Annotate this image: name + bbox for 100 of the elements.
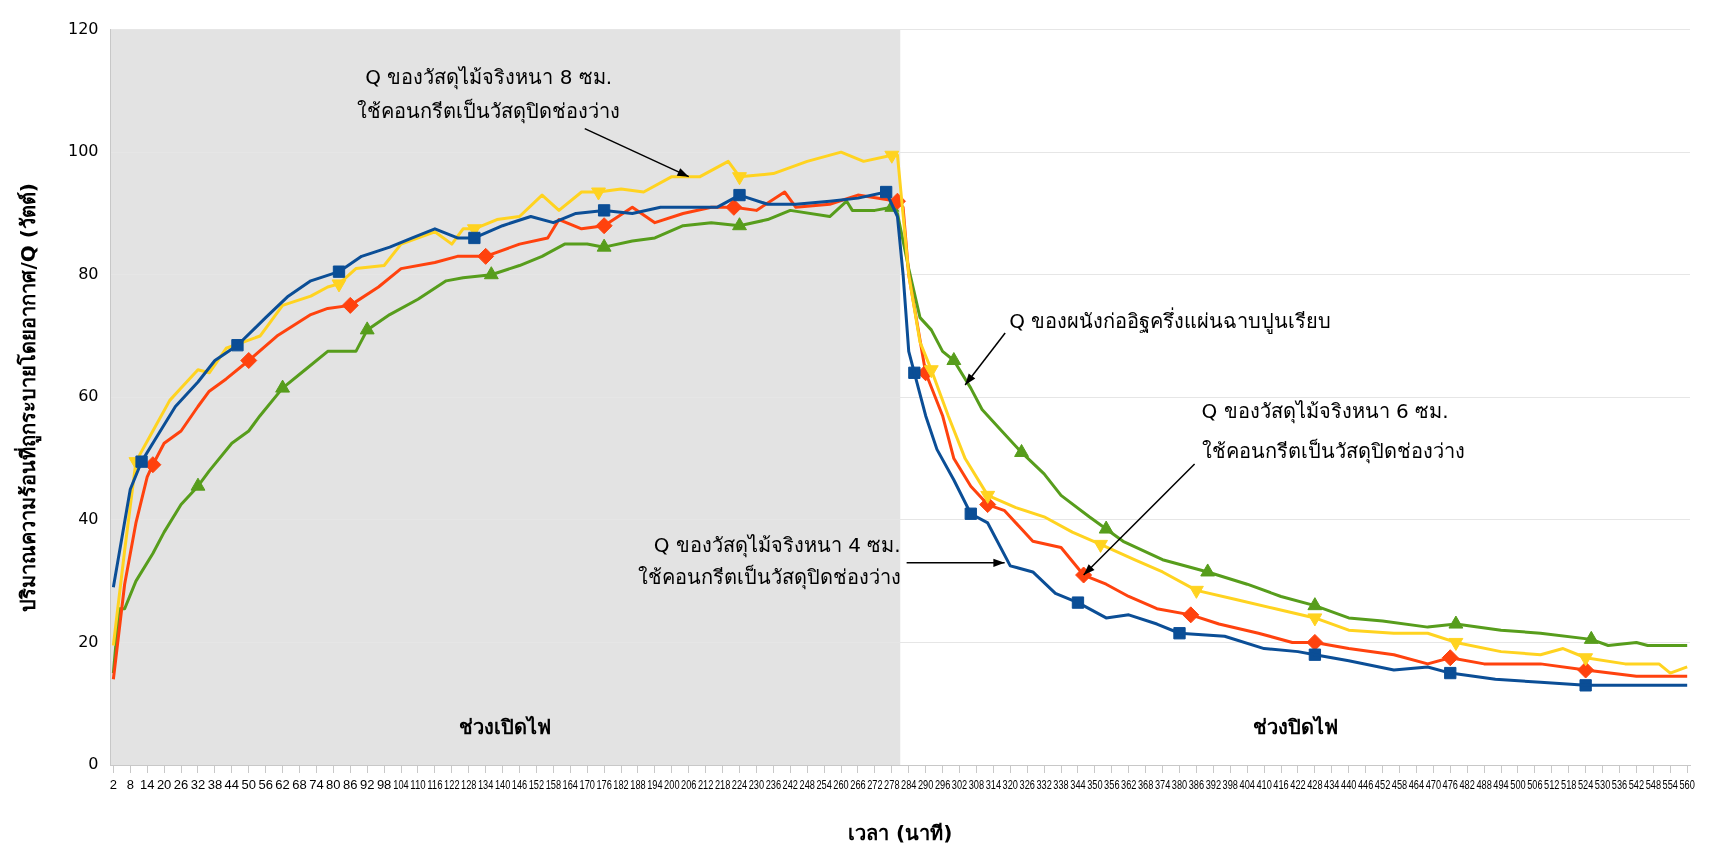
x-tick-label: 20 [156, 777, 172, 793]
x-tick-label: 440 [1341, 777, 1357, 792]
annotation: Q ของผนังก่ออิฐครึ่งแผ่นฉาบปูนเรียบ [1009, 307, 1332, 335]
x-tick-label: 422 [1290, 777, 1306, 792]
annotation: Q ของวัสดุไม้จริงหนา 8 ซม. ใช้คอนกรีตเป็นวัสดุปิดช่องว่าง [357, 64, 621, 124]
x-tick-label: 86 [343, 777, 358, 793]
x-tick-label: 14 [139, 777, 155, 793]
x-tick-label: 128 [461, 777, 477, 792]
x-tick-label: 548 [1645, 777, 1662, 792]
y-tick-label: 40 [78, 509, 99, 529]
x-tick-label: 338 [1053, 777, 1069, 792]
x-tick-label: 278 [884, 777, 900, 792]
x-tick-label: 194 [647, 777, 663, 792]
x-tick-label: 482 [1459, 777, 1475, 792]
x-tick-label: 344 [1070, 777, 1086, 792]
x-tick-label: 434 [1324, 777, 1340, 792]
x-tick-label: 224 [731, 777, 748, 792]
x-tick-label: 356 [1104, 777, 1120, 792]
x-tick-label: 470 [1425, 777, 1442, 792]
x-tick-label: 314 [985, 777, 1002, 792]
x-tick-label: 152 [528, 777, 545, 792]
x-tick-label: 122 [444, 777, 460, 792]
x-tick-label: 458 [1391, 777, 1408, 792]
x-tick-label: 200 [664, 777, 680, 792]
y-tick-label: 60 [78, 386, 99, 406]
x-tick-label: 188 [630, 777, 646, 792]
x-tick-label: 506 [1527, 777, 1543, 792]
x-tick-label: 332 [1036, 777, 1052, 792]
x-tick-label: 542 [1628, 777, 1645, 792]
x-tick-label: 170 [579, 777, 595, 792]
x-tick-label: 560 [1679, 777, 1695, 792]
x-tick-label: 428 [1307, 777, 1323, 792]
x-tick-label: 476 [1442, 777, 1458, 792]
y-axis-title: ปริมาณความร้อนที่ถูกระบายโดยอากาศ/Q (วัตต์) [13, 183, 43, 612]
x-tick-label: 452 [1374, 777, 1391, 792]
x-tick-label: 494 [1493, 777, 1509, 792]
x-tick-label: 284 [901, 777, 917, 792]
x-tick-label: 140 [494, 777, 511, 792]
x-tick-label: 326 [1019, 777, 1035, 792]
x-tick-label: 260 [833, 777, 849, 792]
x-tick-label: 500 [1510, 777, 1526, 792]
x-axis-title: เวลา (นาที) [848, 821, 953, 846]
x-tick-label: 146 [511, 777, 528, 792]
x-tick-label: 92 [359, 777, 375, 793]
x-tick-label: 164 [562, 777, 578, 792]
x-tick-label: 308 [968, 777, 985, 792]
x-tick-label: 488 [1476, 777, 1492, 792]
x-tick-label: 386 [1188, 777, 1205, 792]
x-tick-label: 404 [1239, 777, 1255, 792]
y-tick-label: 120 [67, 18, 99, 38]
x-tick-label: 362 [1121, 777, 1137, 792]
y-tick-label: 80 [78, 263, 99, 283]
annotation: ช่วงปิดไฟ [1252, 715, 1338, 740]
x-tick-label: 266 [850, 777, 866, 792]
x-tick-label: 44 [224, 777, 240, 793]
x-tick-label: 464 [1408, 777, 1425, 792]
band-label: ช่วงเปิดไฟ [459, 715, 552, 740]
x-tick-label: 26 [173, 777, 189, 793]
x-tick-label: 398 [1222, 777, 1238, 792]
x-tick-label: 182 [613, 777, 629, 792]
x-tick-label: 80 [326, 777, 341, 793]
x-tick-label: 230 [748, 777, 765, 792]
x-tick-label: 554 [1662, 777, 1678, 792]
x-tick-label: 56 [258, 777, 273, 793]
x-tick-label: 524 [1577, 777, 1594, 792]
x-tick-label: 242 [782, 777, 798, 792]
x-tick-label: 104 [393, 777, 409, 792]
x-tick-label: 512 [1544, 777, 1560, 792]
x-tick-label: 410 [1256, 777, 1272, 792]
x-tick-label: 38 [207, 777, 223, 793]
y-tick-label: 100 [67, 141, 99, 161]
x-tick-label: 536 [1611, 777, 1628, 792]
x-tick-label: 218 [714, 777, 731, 792]
x-tick-label: 368 [1137, 777, 1154, 792]
x-tick-label: 116 [427, 777, 443, 792]
x-tick-label: 68 [292, 777, 307, 793]
x-tick-label: 302 [951, 777, 968, 792]
x-tick-label: 32 [190, 777, 206, 793]
x-tick-label: 212 [697, 777, 714, 792]
x-tick-label: 50 [241, 777, 256, 793]
y-tick-label: 0 [88, 754, 99, 774]
x-tick-label: 320 [1002, 777, 1018, 792]
x-tick-label: 446 [1357, 777, 1374, 792]
x-tick-label: 254 [816, 777, 832, 792]
x-tick-label: 62 [275, 777, 290, 793]
x-tick-label: 248 [799, 777, 815, 792]
annotation: Q ของวัสดุไม้จริงหนา 6 ซม. ใช้คอนกรีตเป็นวัสดุปิดช่องว่าง [1201, 399, 1465, 465]
x-tick-label: 206 [681, 777, 697, 792]
x-tick-label: 2 [109, 777, 117, 793]
x-tick-label: 518 [1561, 777, 1577, 792]
x-tick-label: 110 [410, 777, 426, 792]
x-tick-label: 74 [309, 777, 324, 793]
x-tick-label: 8 [126, 777, 134, 793]
x-tick-label: 98 [376, 777, 392, 793]
x-tick-label: 176 [596, 777, 612, 792]
x-tick-label: 158 [545, 777, 562, 792]
x-tick-label: 374 [1154, 777, 1171, 792]
x-tick-label: 290 [917, 777, 934, 792]
x-tick-label: 392 [1205, 777, 1222, 792]
x-tick-label: 272 [867, 777, 883, 792]
